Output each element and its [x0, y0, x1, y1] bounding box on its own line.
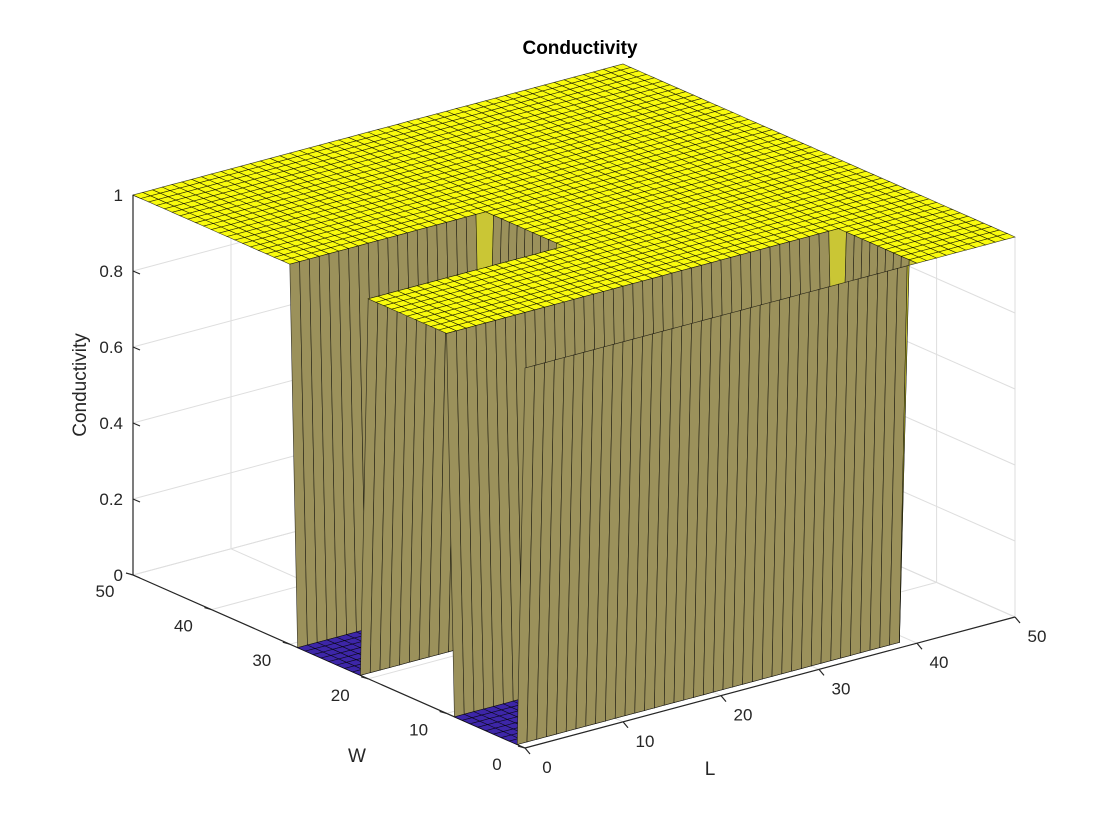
z-tick-mark [132, 270, 141, 275]
y-tick-label: 20 [331, 686, 350, 705]
x-tick-mark [720, 695, 727, 702]
x-tick-label: 30 [832, 679, 851, 698]
y-tick-label: 0 [492, 755, 501, 774]
x-tick-label: 10 [636, 732, 655, 751]
y-tick-label: 10 [409, 720, 428, 739]
z-tick-label: 0.2 [99, 490, 123, 509]
surface-cell [996, 233, 1016, 240]
x-tick-mark [524, 747, 531, 755]
chart-title: Conductivity [522, 38, 637, 59]
x-tick-mark [1014, 616, 1021, 624]
z-tick-mark [132, 422, 141, 427]
z-tick-mark [132, 574, 141, 579]
x-tick-label: 0 [542, 758, 551, 777]
z-tick-label: 0.8 [99, 262, 123, 281]
z-tick-label: 0.6 [99, 338, 123, 357]
z-tick-mark [132, 498, 141, 503]
z-tick-mark [132, 346, 141, 351]
y-tick-mark [361, 676, 369, 680]
x-tick-mark [622, 721, 629, 729]
y-tick-label: 50 [96, 582, 115, 601]
x-axis-label: L [705, 759, 716, 780]
x-axis-line [524, 616, 1016, 749]
y-tick-mark [125, 572, 134, 576]
x-tick-label: 50 [1028, 627, 1047, 646]
z-tick-label: 0.4 [99, 414, 123, 433]
surface [132, 63, 1016, 745]
x-tick-mark [916, 642, 923, 650]
z-axis-label: Conductivity [70, 333, 91, 437]
x-tick-mark [818, 669, 825, 676]
y-tick-mark [204, 607, 212, 611]
y-tick-mark [439, 710, 447, 714]
y-axis-label: W [348, 746, 366, 767]
y-tick-label: 40 [174, 617, 193, 636]
y-tick-mark [282, 641, 290, 645]
z-tick-label: 0 [114, 566, 123, 585]
z-tick-label: 1 [114, 186, 123, 205]
y-tick-mark [517, 745, 526, 749]
x-tick-label: 20 [734, 706, 753, 725]
y-tick-label: 30 [252, 651, 271, 670]
x-tick-label: 40 [930, 653, 949, 672]
